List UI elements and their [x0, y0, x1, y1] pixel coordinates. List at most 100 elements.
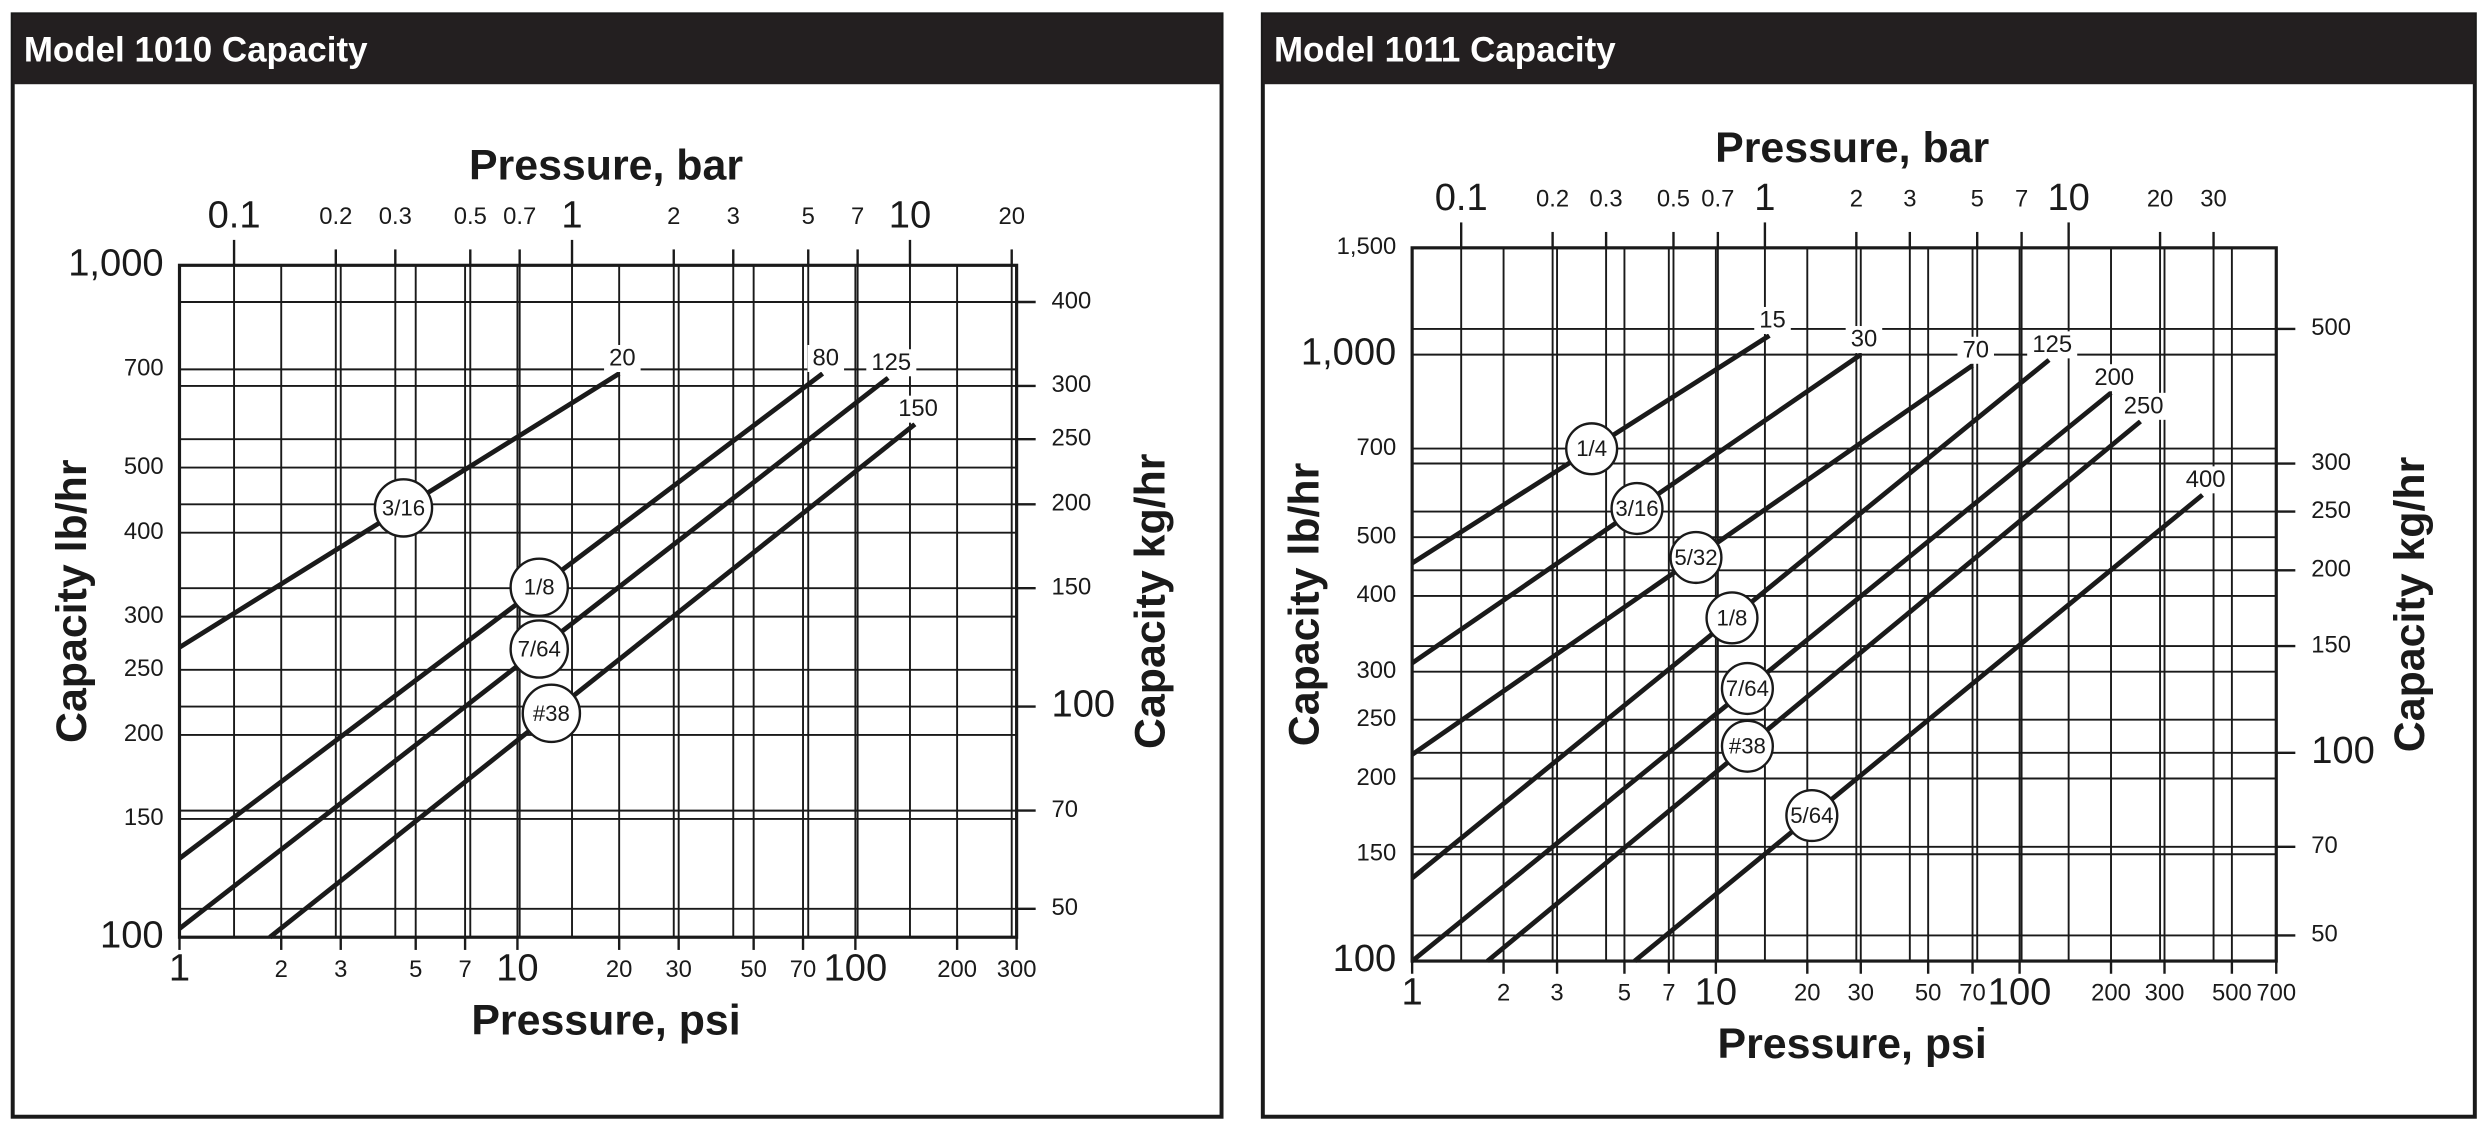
y-axis-title: Capacity lb/hr [48, 459, 96, 743]
end-label-bg [2180, 466, 2231, 494]
x-tick-label: 2 [275, 956, 288, 983]
y-tick-label: 100 [1333, 937, 1397, 980]
series-line [1633, 493, 2204, 963]
x-tick-label: 300 [997, 956, 1037, 983]
end-label: 125 [2032, 331, 2072, 358]
x2-tick-label: 0.3 [1590, 185, 1623, 212]
x2-tick-label: 3 [727, 203, 740, 230]
series-marker [509, 619, 570, 679]
x2-tick-label: 20 [2147, 185, 2174, 212]
y2-tick-label: 250 [2311, 497, 2351, 524]
y-tick-label: 700 [124, 355, 164, 382]
chart-title: Model 1010 Capacity [24, 31, 368, 70]
end-label: 250 [2124, 392, 2164, 419]
x2-tick-label: 5 [1971, 185, 1984, 212]
y-tick-label: 1,000 [1301, 331, 1396, 374]
end-label: 15 [1759, 307, 1786, 334]
y-tick-label: 250 [1357, 705, 1397, 732]
x2-tick-label: 7 [851, 203, 864, 230]
x-tick-label: 30 [665, 956, 692, 983]
end-label-bg [893, 395, 944, 423]
series-name: 5/64 [1790, 803, 1833, 828]
end-label: 20 [609, 345, 636, 372]
end-label-bg [807, 344, 845, 372]
y2-tick-label: 70 [1052, 796, 1079, 823]
end-label: 150 [898, 395, 938, 422]
x-tick-label: 5 [409, 956, 422, 983]
end-label: 80 [813, 345, 840, 372]
y2-axis-title: Capacity kg/hr [1127, 453, 1175, 749]
end-label: 30 [1851, 326, 1878, 353]
series-name: 1/8 [1717, 605, 1748, 630]
x-tick-label: 3 [334, 956, 347, 983]
x2-tick-label: 2 [1850, 185, 1863, 212]
y-tick-label: 700 [1357, 434, 1397, 461]
end-label-bg [2027, 331, 2078, 359]
x-tick-label: 500 [2212, 980, 2252, 1007]
x-axis-title: Pressure, psi [1717, 1020, 1986, 1068]
x2-axis-title: Pressure, bar [1715, 124, 1989, 172]
series-line [268, 422, 917, 940]
end-label-bg [2118, 392, 2169, 420]
x-tick-label: 10 [496, 947, 538, 990]
y2-tick-label: 50 [1052, 894, 1079, 921]
y-tick-label: 150 [1357, 840, 1397, 867]
y-tick-label: 250 [124, 655, 164, 682]
x2-tick-label: 30 [2200, 185, 2227, 212]
x2-tick-label: 0.1 [1435, 176, 1488, 219]
series-marker [1565, 422, 1619, 476]
x2-tick-label: 7 [2015, 185, 2028, 212]
x-tick-label: 10 [1695, 970, 1737, 1013]
x2-tick-label: 2 [667, 203, 680, 230]
x-tick-label: 20 [1794, 980, 1821, 1007]
y-tick-label: 300 [124, 602, 164, 629]
x2-tick-label: 0.2 [319, 203, 352, 230]
x-tick-label: 20 [606, 956, 633, 983]
x-tick-label: 3 [1550, 980, 1563, 1007]
series-name: 1/8 [524, 575, 555, 600]
y2-tick-label: 100 [2311, 729, 2375, 772]
x2-tick-label: 0.5 [454, 203, 487, 230]
y-tick-label: 500 [1357, 522, 1397, 549]
y2-tick-label: 200 [2311, 556, 2351, 583]
x2-tick-label: 1 [561, 194, 582, 237]
series-marker [1669, 530, 1723, 585]
series-name: 7/64 [1726, 676, 1769, 701]
x2-tick-label: 20 [998, 203, 1025, 230]
series-marker [1705, 591, 1759, 645]
y-tick-label: 150 [124, 804, 164, 831]
series-name: 3/16 [382, 495, 425, 520]
panel-header [12, 14, 1222, 85]
series-name: 7/64 [518, 636, 561, 661]
x2-tick-label: 0.5 [1657, 185, 1690, 212]
y-axis-title: Capacity lb/hr [1281, 462, 1329, 746]
end-label-bg [1754, 306, 1791, 334]
x-tick-label: 7 [1662, 980, 1675, 1007]
end-label-bg [866, 349, 917, 377]
y2-tick-label: 100 [1052, 683, 1116, 726]
x-tick-label: 100 [824, 947, 888, 990]
y-tick-label: 200 [124, 720, 164, 747]
series-marker [521, 683, 582, 744]
x-tick-label: 1 [1402, 970, 1423, 1013]
series-marker [1610, 481, 1664, 536]
series-name: #38 [533, 701, 570, 726]
y2-axis-title: Capacity kg/hr [2386, 456, 2434, 752]
x-tick-label: 1 [169, 947, 190, 990]
x-tick-label: 100 [1988, 970, 2052, 1013]
x2-tick-label: 0.2 [1536, 185, 1569, 212]
end-label: 400 [2186, 466, 2226, 493]
x2-tick-label: 0.7 [503, 203, 536, 230]
series-marker [373, 478, 434, 538]
x-tick-label: 5 [1618, 980, 1631, 1007]
y2-tick-label: 300 [2311, 449, 2351, 476]
x-tick-label: 50 [1915, 980, 1942, 1007]
series-marker [1720, 719, 1775, 773]
y2-tick-label: 200 [1052, 490, 1092, 517]
plot-frame [1410, 246, 2278, 963]
x2-tick-label: 0.7 [1701, 185, 1734, 212]
x-tick-label: 200 [2091, 980, 2131, 1007]
y-tick-label: 300 [1357, 657, 1397, 684]
series-marker [1785, 788, 1839, 843]
